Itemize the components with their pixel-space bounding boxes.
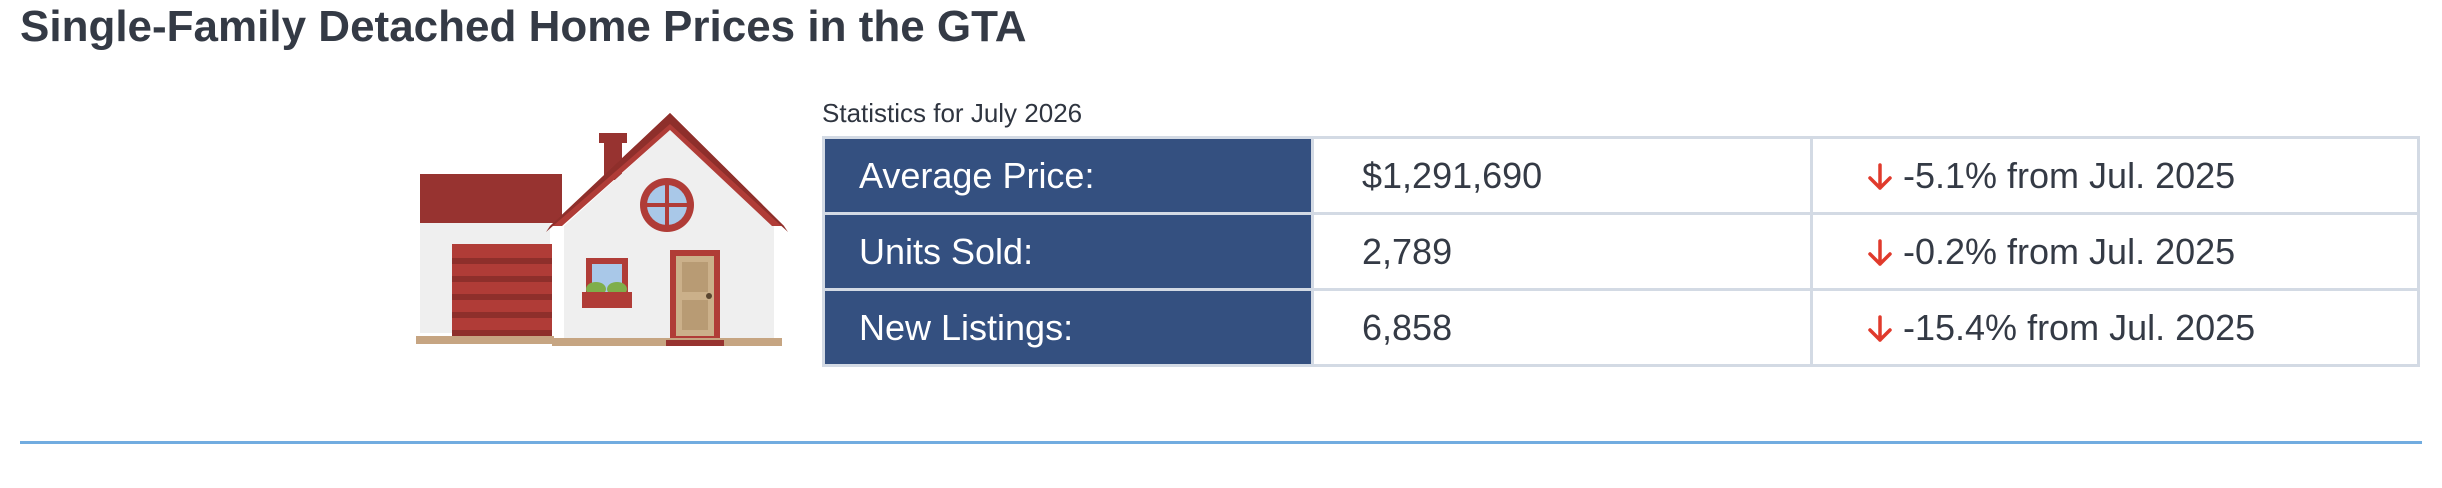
down-arrow-icon bbox=[1868, 314, 1892, 342]
stats-row: Units Sold: 2,789 -0.2% from Jul. 2025 bbox=[822, 212, 2420, 291]
stat-value: 6,858 bbox=[1311, 288, 1813, 367]
divider bbox=[20, 441, 2422, 444]
stat-change: -0.2% from Jul. 2025 bbox=[1810, 212, 2420, 291]
stat-change: -15.4% from Jul. 2025 bbox=[1810, 288, 2420, 367]
house-icon bbox=[416, 113, 788, 346]
stat-label: New Listings: bbox=[822, 288, 1314, 367]
down-arrow-icon bbox=[1868, 238, 1892, 266]
stat-change-text: -0.2% from Jul. 2025 bbox=[1903, 230, 2236, 272]
stats-row: New Listings: 6,858 -15.4% from Jul. 2025 bbox=[822, 288, 2420, 367]
stats-table: Average Price: $1,291,690 -5.1% from Jul. … bbox=[822, 136, 2420, 367]
stat-change-text: -15.4% from Jul. 2025 bbox=[1903, 306, 2256, 348]
stat-change-text: -5.1% from Jul. 2025 bbox=[1903, 154, 2236, 196]
stat-value: $1,291,690 bbox=[1311, 136, 1813, 215]
page-title: Single-Family Detached Home Prices in th… bbox=[20, 2, 1027, 51]
stats-caption: Statistics for July 2026 bbox=[822, 98, 1083, 128]
stat-label: Units Sold: bbox=[822, 212, 1314, 291]
stat-label: Average Price: bbox=[822, 136, 1314, 215]
stat-change: -5.1% from Jul. 2025 bbox=[1810, 136, 2420, 215]
stat-value: 2,789 bbox=[1311, 212, 1813, 291]
down-arrow-icon bbox=[1868, 162, 1892, 190]
stats-row: Average Price: $1,291,690 -5.1% from Jul. … bbox=[822, 136, 2420, 215]
